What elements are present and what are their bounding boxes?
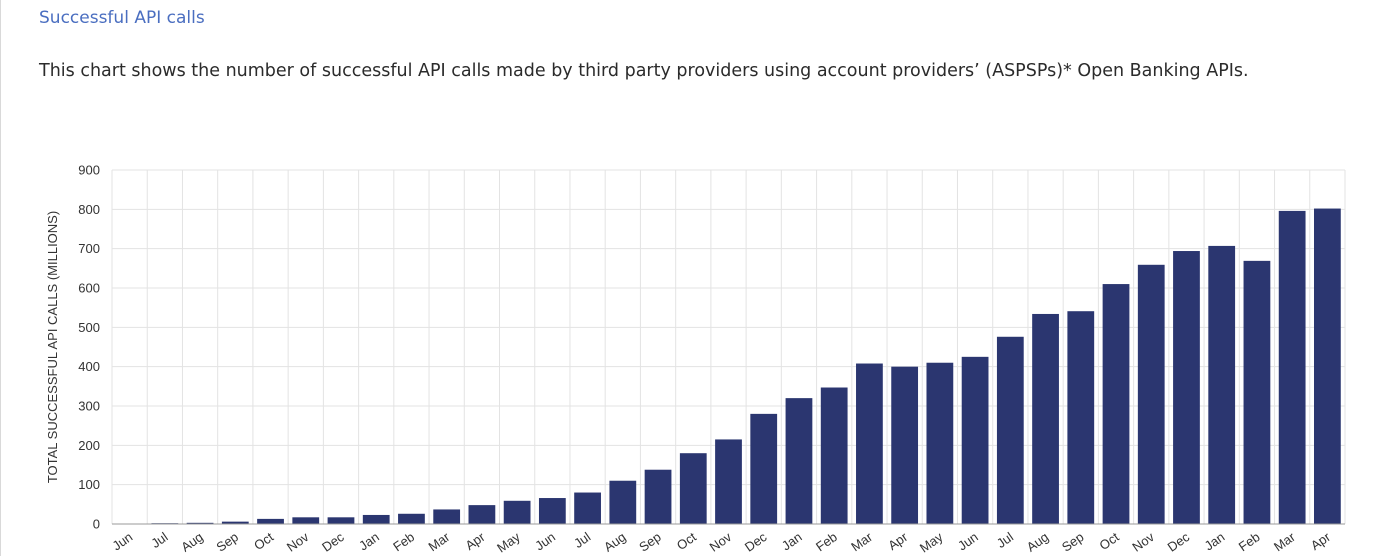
x-tick-label: Sep [636, 529, 664, 555]
x-tick-label: Jan [1202, 529, 1228, 553]
bars [116, 208, 1341, 525]
bar [1208, 245, 1236, 524]
bar [398, 513, 425, 524]
y-tick-label: 500 [78, 320, 100, 335]
x-tick-label: Jun [110, 529, 136, 553]
bar [292, 517, 320, 524]
x-tick-label: Nov [707, 529, 735, 555]
y-tick-label: 600 [78, 281, 100, 296]
x-tick-label: Jun [955, 529, 981, 553]
y-tick-label: 900 [78, 163, 100, 178]
y-tick-label: 800 [78, 202, 100, 217]
x-tick-label: Jul [994, 529, 1016, 551]
bar [433, 509, 461, 524]
bar [1137, 264, 1165, 524]
bar [644, 469, 672, 524]
bar [1243, 260, 1271, 524]
x-tick-label: Apr [885, 529, 911, 553]
bar [574, 492, 601, 524]
x-tick-label: Dec [742, 529, 770, 555]
bar [926, 362, 954, 524]
bar [820, 387, 848, 524]
bar [186, 522, 214, 524]
x-tick-label: Oct [1097, 529, 1122, 553]
x-tick-label: Jun [532, 529, 558, 553]
x-tick-label: Oct [674, 529, 699, 553]
bar [1032, 313, 1059, 524]
x-tick-label: Feb [390, 529, 417, 554]
x-tick-label: Feb [813, 529, 840, 554]
bar [538, 498, 566, 524]
bar [503, 500, 531, 524]
x-tick-label: Nov [284, 529, 312, 555]
x-tick-label: Apr [462, 529, 488, 553]
x-tick-label: May [494, 529, 523, 556]
bar [891, 366, 919, 524]
x-tick-label: Sep [1059, 529, 1087, 555]
chart-description: This chart shows the number of successfu… [39, 61, 1249, 81]
x-tick-label: Dec [319, 529, 347, 555]
bar [1278, 210, 1306, 524]
x-tick-label: Jan [356, 529, 382, 553]
bar [1102, 284, 1130, 524]
bar [1067, 311, 1095, 524]
bar [1173, 251, 1200, 524]
x-tick-label: Sep [213, 529, 241, 555]
x-tick-label: Mar [425, 529, 452, 555]
bar [679, 453, 707, 524]
bar [327, 517, 355, 524]
x-tick-label: Oct [251, 529, 276, 553]
x-tick-label: Jul [148, 529, 170, 551]
x-tick-label: Mar [848, 529, 875, 555]
bar [221, 521, 249, 524]
x-tick-label: May [917, 529, 946, 556]
x-tick-label: Aug [178, 529, 206, 555]
x-tick-label: Apr [1308, 529, 1334, 553]
bar [996, 336, 1024, 524]
y-tick-label: 700 [78, 241, 100, 256]
y-tick-label: 100 [78, 477, 100, 492]
x-tick-label: Jul [571, 529, 593, 551]
bar [785, 398, 813, 524]
bar [715, 439, 742, 524]
x-tick-label: Jan [779, 529, 805, 553]
x-tick-label: Nov [1129, 529, 1157, 555]
bar [468, 505, 496, 524]
x-tick-label: Mar [1271, 529, 1298, 555]
y-axis-label: TOTAL SUCCESSFUL API CALLS (MILLIONS) [45, 211, 60, 483]
y-tick-label: 300 [78, 399, 100, 414]
y-tick-label: 400 [78, 359, 100, 374]
x-tick-label: Feb [1236, 529, 1263, 554]
x-tick-label: Aug [601, 529, 629, 555]
bar [362, 514, 390, 524]
bar [856, 363, 883, 524]
bar [609, 480, 637, 524]
section-title: Successful API calls [39, 8, 205, 28]
bar [1313, 208, 1341, 524]
bar [257, 518, 284, 524]
x-tick-label: Aug [1024, 529, 1052, 555]
y-tick-label: 200 [78, 438, 100, 453]
bar [961, 356, 989, 524]
bar [750, 413, 778, 524]
y-tick-label: 0 [93, 517, 100, 532]
x-tick-label: Dec [1165, 529, 1193, 555]
